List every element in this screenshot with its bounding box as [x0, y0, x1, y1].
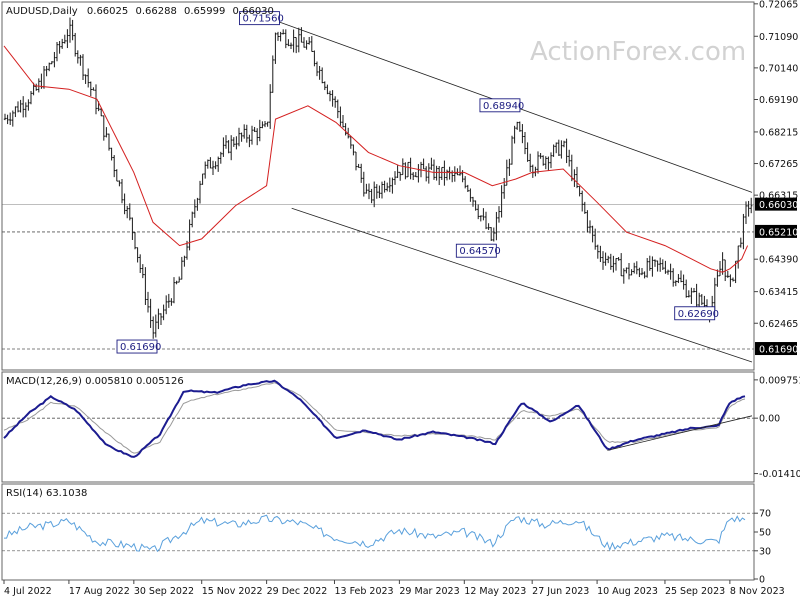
- xtick-label: 13 Feb 2023: [334, 586, 393, 597]
- price-callout-box: [116, 339, 158, 354]
- price-ytick-label: 0.70140: [759, 63, 798, 74]
- macd-ytick-label: 0.009751: [759, 375, 800, 386]
- xtick-label: 29 Dec 2022: [267, 586, 328, 597]
- ohlc-low: 0.65999: [184, 6, 225, 17]
- macd-ytick-label: 0.00: [759, 414, 780, 425]
- price-flag: [755, 342, 797, 356]
- price-callout-box: [479, 98, 521, 113]
- xtick-label: 8 Nov 2023: [730, 586, 785, 597]
- price-callout-label: 0.64570: [459, 246, 500, 257]
- xtick-label: 10 Aug 2023: [597, 586, 658, 597]
- price-ytick-label: 0.66315: [759, 191, 798, 202]
- rsi-ytick-label: 30: [759, 546, 771, 557]
- xtick-label: 25 Sep 2023: [665, 586, 725, 597]
- chart-title: AUDUSD,Daily: [6, 6, 78, 17]
- price-ytick-label: 0.69190: [759, 95, 798, 106]
- ohlc-high: 0.66288: [135, 6, 176, 17]
- price-callout-label: 0.68940: [483, 101, 524, 112]
- svg-text:AUDUSD,Daily 0.66025 0: AUDUSD,Daily 0.66025 0.66288 0.65999 0.6…: [6, 6, 274, 17]
- channel-line: [291, 207, 753, 363]
- rsi-ytick-label: 50: [759, 528, 771, 539]
- rsi-series-layer: [2, 512, 754, 553]
- price-ytick-label: 0.67265: [759, 159, 798, 170]
- price-flag-label: 0.65210: [759, 227, 798, 238]
- ohlc-close: 0.66030: [233, 6, 274, 17]
- price-callout-box: [239, 11, 280, 26]
- price-ytick-label: 0.64390: [759, 255, 798, 266]
- rsi-line: [4, 514, 746, 553]
- price-callout-box: [455, 243, 497, 258]
- ohlc-open: 0.66025: [87, 6, 128, 17]
- price-callout-label: 0.62690: [678, 309, 719, 320]
- price-flag-label: 0.66030: [759, 200, 798, 211]
- macd-trendline: [607, 415, 753, 451]
- price-ytick-label: 0.63415: [759, 287, 798, 298]
- price-ytick-label: 0.62465: [759, 319, 798, 330]
- macd-title: MACD(12,26,9) 0.005810 0.005126: [6, 376, 184, 387]
- xtick-label: 4 Jul 2022: [4, 586, 52, 597]
- xtick-label: 30 Sep 2022: [134, 586, 194, 597]
- price-callout-label: 0.71560: [242, 14, 283, 25]
- xtick-label: 29 Mar 2023: [399, 586, 459, 597]
- xtick-label: 15 Nov 2022: [202, 586, 263, 597]
- price-series-layer: 0.71560 0.68940 0.64570 0.62690 0.61690: [2, 11, 754, 363]
- moving-average-line: [3, 45, 749, 273]
- price-ytick-label: 0.71090: [759, 32, 798, 43]
- price-flag-label: 0.61690: [759, 345, 798, 356]
- price-flag: [755, 224, 797, 238]
- rsi-ytick-label: 70: [759, 509, 771, 520]
- xtick-label: 12 May 2023: [464, 586, 526, 597]
- price-callout-label: 0.61690: [120, 342, 161, 353]
- price-callout-box: [674, 306, 716, 321]
- watermark: ActionForex.com: [530, 37, 746, 67]
- rsi-ytick-label: 0: [759, 575, 765, 586]
- price-panel: [1, 1, 755, 371]
- macd-line: [3, 379, 746, 458]
- xtick-label: 27 Jun 2023: [532, 586, 589, 597]
- price-ytick-label: 0.72065: [759, 0, 798, 10]
- macd-series-layer: [2, 379, 754, 458]
- macd-panel: [1, 371, 755, 483]
- xtick-label: 17 Aug 2022: [69, 586, 130, 597]
- axis-layer: 0.66030 0.65210 0.61690 0.72065 0.71090 0.701…: [3, 0, 800, 597]
- price-flag: [755, 197, 797, 211]
- rsi-title: RSI(14) 63.1038: [6, 488, 87, 499]
- price-ytick-label: 0.68215: [759, 127, 798, 138]
